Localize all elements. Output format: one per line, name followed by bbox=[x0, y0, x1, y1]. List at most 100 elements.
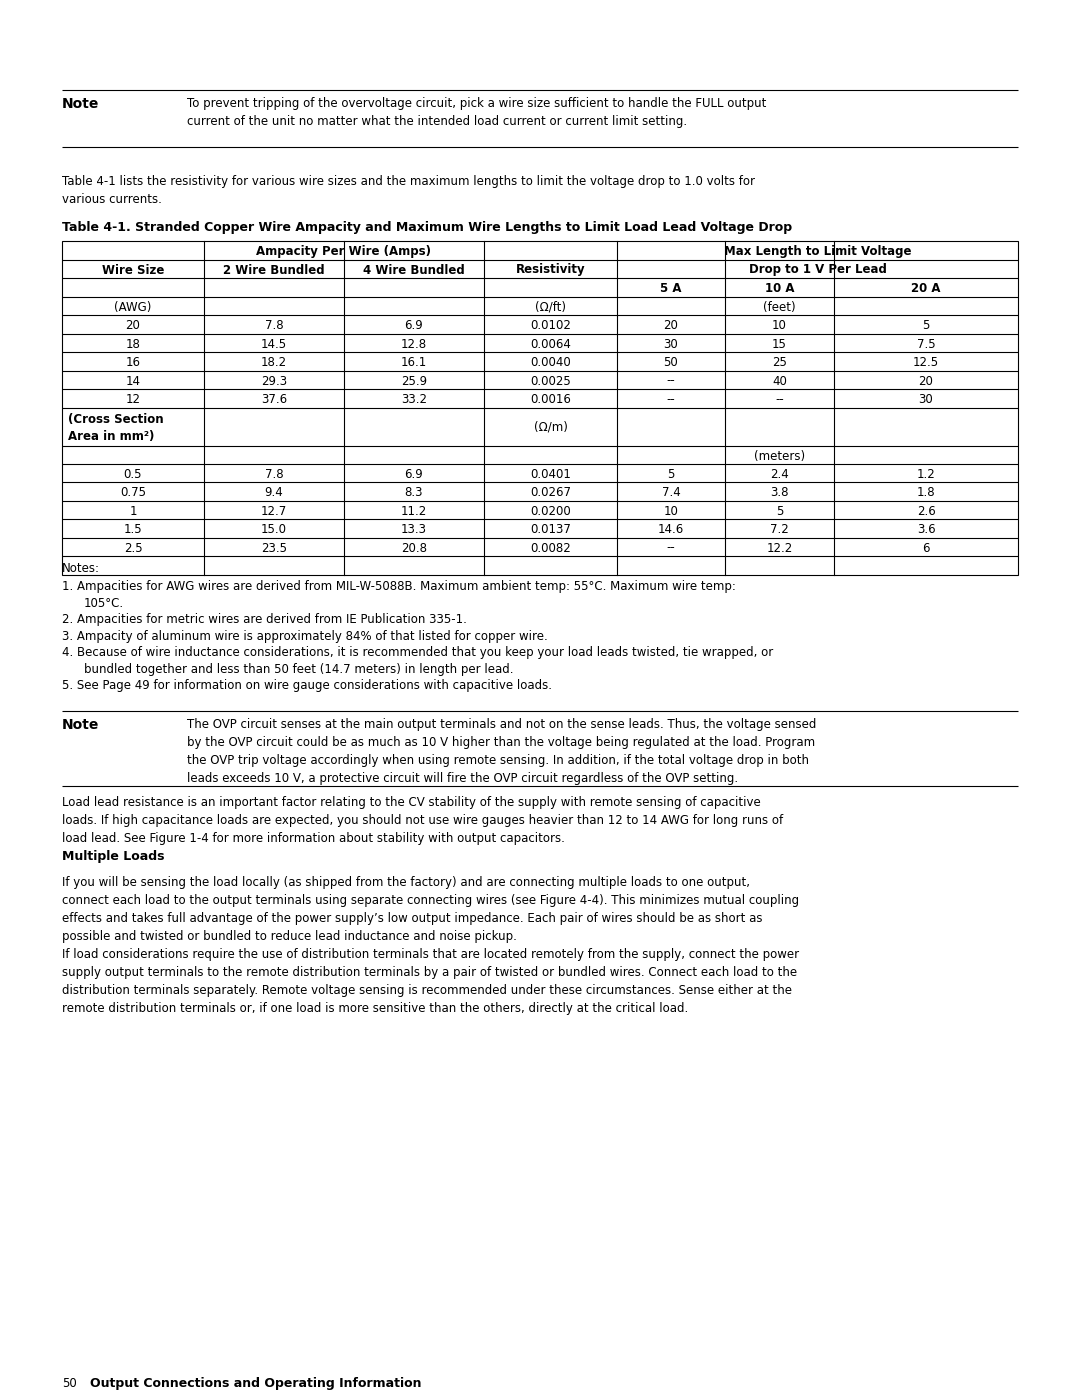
Text: (feet): (feet) bbox=[764, 300, 796, 313]
Text: The OVP circuit senses at the main output terminals and not on the sense leads. : The OVP circuit senses at the main outpu… bbox=[187, 718, 816, 785]
Text: bundled together and less than 50 feet (14.7 meters) in length per lead.: bundled together and less than 50 feet (… bbox=[84, 662, 513, 676]
Text: 7.8: 7.8 bbox=[265, 319, 283, 332]
Text: --: -- bbox=[666, 393, 675, 407]
Text: 30: 30 bbox=[919, 393, 933, 407]
Bar bbox=[62, 242, 1018, 574]
Text: Table 4-1. Stranded Copper Wire Ampacity and Maximum Wire Lengths to Limit Load : Table 4-1. Stranded Copper Wire Ampacity… bbox=[62, 221, 792, 235]
Text: 5. See Page 49 for information on wire gauge considerations with capacitive load: 5. See Page 49 for information on wire g… bbox=[62, 679, 552, 692]
Text: 20: 20 bbox=[919, 374, 933, 387]
Text: 25.9: 25.9 bbox=[401, 374, 427, 387]
Text: 1. Ampacities for AWG wires are derived from MIL-W-5088B. Maximum ambient temp: : 1. Ampacities for AWG wires are derived … bbox=[62, 580, 735, 592]
Text: 20: 20 bbox=[125, 319, 140, 332]
Text: Ampacity Per Wire (Amps): Ampacity Per Wire (Amps) bbox=[257, 244, 432, 258]
Text: 7.8: 7.8 bbox=[265, 468, 283, 481]
Text: 5: 5 bbox=[922, 319, 930, 332]
Text: 7.4: 7.4 bbox=[662, 486, 680, 499]
Text: 2 Wire Bundled: 2 Wire Bundled bbox=[224, 264, 325, 277]
Text: 0.0200: 0.0200 bbox=[530, 504, 571, 517]
Text: 12.7: 12.7 bbox=[261, 504, 287, 517]
Text: 50: 50 bbox=[663, 356, 678, 369]
Text: 15.0: 15.0 bbox=[261, 522, 287, 536]
Text: 7.2: 7.2 bbox=[770, 522, 788, 536]
Text: 0.0137: 0.0137 bbox=[530, 522, 571, 536]
Text: 14: 14 bbox=[125, 374, 140, 387]
Text: 5: 5 bbox=[775, 504, 783, 517]
Text: 0.0082: 0.0082 bbox=[530, 542, 571, 555]
Text: Note: Note bbox=[62, 718, 99, 732]
Text: 50: 50 bbox=[62, 1377, 77, 1390]
Text: (AWG): (AWG) bbox=[114, 300, 151, 313]
Text: 2. Ampacities for metric wires are derived from IE Publication 335-1.: 2. Ampacities for metric wires are deriv… bbox=[62, 613, 467, 626]
Text: 29.3: 29.3 bbox=[261, 374, 287, 387]
Text: 10: 10 bbox=[772, 319, 787, 332]
Text: Max Length to Limit Voltage: Max Length to Limit Voltage bbox=[724, 244, 912, 258]
Text: (Cross Section
Area in mm²): (Cross Section Area in mm²) bbox=[68, 412, 164, 443]
Text: Resistivity: Resistivity bbox=[515, 264, 585, 277]
Text: 4. Because of wire inductance considerations, it is recommended that you keep yo: 4. Because of wire inductance considerat… bbox=[62, 645, 773, 659]
Text: 10 A: 10 A bbox=[765, 282, 794, 295]
Text: 25: 25 bbox=[772, 356, 787, 369]
Text: --: -- bbox=[666, 542, 675, 555]
Text: 0.0102: 0.0102 bbox=[530, 319, 571, 332]
Text: 1.5: 1.5 bbox=[124, 522, 143, 536]
Text: Table 4-1 lists the resistivity for various wire sizes and the maximum lengths t: Table 4-1 lists the resistivity for vari… bbox=[62, 175, 755, 205]
Text: If you will be sensing the load locally (as shipped from the factory) and are co: If you will be sensing the load locally … bbox=[62, 876, 799, 943]
Text: (Ω/m): (Ω/m) bbox=[534, 420, 567, 433]
Text: 0.0016: 0.0016 bbox=[530, 393, 571, 407]
Text: Output Connections and Operating Information: Output Connections and Operating Informa… bbox=[90, 1377, 421, 1390]
Text: 3. Ampacity of aluminum wire is approximately 84% of that listed for copper wire: 3. Ampacity of aluminum wire is approxim… bbox=[62, 630, 548, 643]
Text: 40: 40 bbox=[772, 374, 787, 387]
Text: (meters): (meters) bbox=[754, 450, 805, 462]
Text: 20 A: 20 A bbox=[912, 282, 941, 295]
Text: 0.0267: 0.0267 bbox=[530, 486, 571, 499]
Text: 14.5: 14.5 bbox=[261, 338, 287, 351]
Text: 18: 18 bbox=[125, 338, 140, 351]
Text: 1.8: 1.8 bbox=[917, 486, 935, 499]
Text: To prevent tripping of the overvoltage circuit, pick a wire size sufficient to h: To prevent tripping of the overvoltage c… bbox=[187, 96, 767, 129]
Text: 0.75: 0.75 bbox=[120, 486, 146, 499]
Text: 14.6: 14.6 bbox=[658, 522, 684, 536]
Text: 37.6: 37.6 bbox=[261, 393, 287, 407]
Text: Multiple Loads: Multiple Loads bbox=[62, 849, 164, 862]
Text: 16.1: 16.1 bbox=[401, 356, 427, 369]
Text: --: -- bbox=[775, 393, 784, 407]
Text: 2.4: 2.4 bbox=[770, 468, 788, 481]
Text: If load considerations require the use of distribution terminals that are locate: If load considerations require the use o… bbox=[62, 947, 799, 1014]
Text: 12.8: 12.8 bbox=[401, 338, 427, 351]
Text: 30: 30 bbox=[663, 338, 678, 351]
Text: --: -- bbox=[666, 374, 675, 387]
Text: 0.0040: 0.0040 bbox=[530, 356, 571, 369]
Text: 12: 12 bbox=[125, 393, 140, 407]
Text: 3.8: 3.8 bbox=[770, 486, 788, 499]
Text: 7.5: 7.5 bbox=[917, 338, 935, 351]
Text: Note: Note bbox=[62, 96, 99, 110]
Text: 12.2: 12.2 bbox=[767, 542, 793, 555]
Text: Wire Size: Wire Size bbox=[102, 264, 164, 277]
Text: 6.9: 6.9 bbox=[405, 468, 423, 481]
Text: 13.3: 13.3 bbox=[401, 522, 427, 536]
Text: 33.2: 33.2 bbox=[401, 393, 427, 407]
Text: 0.0401: 0.0401 bbox=[530, 468, 571, 481]
Text: 16: 16 bbox=[125, 356, 140, 369]
Text: 15: 15 bbox=[772, 338, 787, 351]
Text: Drop to 1 V Per Lead: Drop to 1 V Per Lead bbox=[748, 264, 887, 277]
Text: 0.0064: 0.0064 bbox=[530, 338, 571, 351]
Text: 2.5: 2.5 bbox=[124, 542, 143, 555]
Text: 2.6: 2.6 bbox=[917, 504, 935, 517]
Text: 1.2: 1.2 bbox=[917, 468, 935, 481]
Text: Notes:: Notes: bbox=[62, 562, 100, 576]
Text: 8.3: 8.3 bbox=[405, 486, 423, 499]
Text: 5: 5 bbox=[667, 468, 675, 481]
Text: 12.5: 12.5 bbox=[913, 356, 940, 369]
Text: 105°C.: 105°C. bbox=[84, 597, 124, 609]
Text: 0.5: 0.5 bbox=[124, 468, 143, 481]
Text: 0.0025: 0.0025 bbox=[530, 374, 571, 387]
Text: 4 Wire Bundled: 4 Wire Bundled bbox=[363, 264, 464, 277]
Text: 9.4: 9.4 bbox=[265, 486, 283, 499]
Text: 5 A: 5 A bbox=[660, 282, 681, 295]
Text: (Ω/ft): (Ω/ft) bbox=[535, 300, 566, 313]
Text: 3.6: 3.6 bbox=[917, 522, 935, 536]
Text: 1: 1 bbox=[130, 504, 137, 517]
Text: 10: 10 bbox=[663, 504, 678, 517]
Text: Load lead resistance is an important factor relating to the CV stability of the : Load lead resistance is an important fac… bbox=[62, 795, 783, 845]
